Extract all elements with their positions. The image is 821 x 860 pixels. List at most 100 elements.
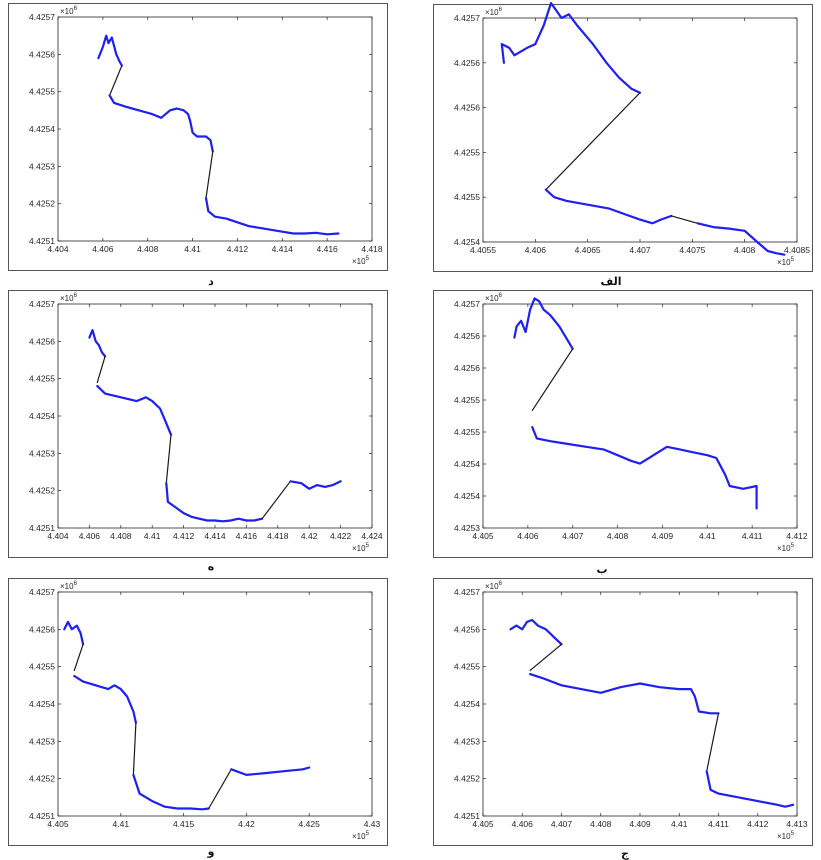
y-tick-label: 4.4254 (29, 124, 55, 134)
x-tick-label: 4.43 (364, 819, 381, 829)
x-tick-label: 4.407 (562, 531, 584, 541)
x-tick-label: 4.406 (517, 531, 539, 541)
y-tick-label: 4.4254 (29, 411, 55, 421)
x-tick-label: 4.418 (361, 244, 383, 254)
y-tick-label: 4.4254 (454, 237, 480, 247)
y-tick-label: 4.4255 (29, 374, 55, 384)
y-tick-label: 4.4257 (29, 587, 55, 597)
x-tick-label: 4.4075 (679, 245, 705, 255)
track-line (500, 1, 642, 94)
x-tick-label: 4.4085 (784, 245, 810, 255)
x-exponent-label: ×105 (352, 543, 370, 553)
x-tick-label: 4.404 (47, 531, 69, 541)
y-tick-label: 4.4252 (29, 774, 55, 784)
track-line (108, 94, 214, 153)
track-line (88, 328, 107, 358)
x-tick-label: 4.41 (113, 819, 130, 829)
y-tick-label: 4.4254 (454, 699, 480, 709)
x-tick-label: 4.425 (299, 819, 321, 829)
gap-line (96, 355, 106, 384)
track-line (289, 480, 342, 490)
chart-svg: 4.4055 4.406 4.4065 4.407 4.4075 4.408 4.4085 4… (433, 1, 813, 272)
caption-jim: ج (621, 848, 629, 860)
y-tick-label: 4.4257 (454, 299, 480, 309)
gap-line (670, 215, 699, 224)
track-line (96, 384, 173, 436)
y-tick-label: 4.4255 (454, 395, 480, 405)
x-tick-label: 4.412 (786, 531, 808, 541)
y-exponent-label: ×106 (485, 7, 503, 17)
track-line (705, 770, 795, 808)
y-exponent-label: ×106 (60, 293, 78, 303)
y-exponent-label: ×106 (60, 581, 78, 591)
gap-line (545, 92, 641, 191)
x-tick-label: 4.414 (272, 244, 294, 254)
y-exponent-label: ×106 (60, 6, 78, 16)
y-tick-label: 4.4253 (454, 523, 480, 533)
y-tick-label: 4.4254 (454, 459, 480, 469)
gap-line (165, 434, 172, 484)
caption-alef: الف (600, 276, 622, 288)
x-exponent-label: ×105 (352, 831, 370, 841)
chart-svg: 4.404 4.406 4.408 4.41 4.412 4.414 4.416 4.418 4… (8, 290, 388, 558)
x-exponent-label: ×105 (777, 543, 795, 553)
x-tick-label: 4.42 (301, 531, 318, 541)
y-tick-label: 4.4257 (454, 587, 480, 597)
x-tick-label: 4.42 (238, 819, 255, 829)
gap-line (73, 643, 84, 672)
x-tick-label: 4.41 (144, 531, 161, 541)
y-exponent-label: ×106 (485, 581, 503, 591)
chart-svg: 4.405 4.41 4.415 4.42 4.425 4.43 4.4251 4.4252 4… (8, 578, 388, 846)
x-tick-label: 4.404 (47, 244, 69, 254)
x-tick-label: 4.406 (79, 531, 101, 541)
y-tick-label: 4.4255 (29, 87, 55, 97)
gap-line (261, 480, 291, 520)
x-exponent-label: ×105 (352, 256, 370, 266)
y-tick-label: 4.4252 (29, 486, 55, 496)
x-tick-label: 4.416 (236, 531, 258, 541)
gap-line (208, 768, 232, 810)
caption-vav: و (207, 846, 215, 858)
y-tick-label: 4.4253 (454, 736, 480, 746)
y-tick-label: 4.4257 (29, 12, 55, 22)
y-tick-label: 4.4256 (454, 103, 480, 113)
y-tick-label: 4.4251 (29, 811, 55, 821)
x-tick-label: 4.411 (708, 819, 729, 829)
x-tick-label: 4.412 (747, 819, 769, 829)
x-tick-label: 4.409 (652, 531, 674, 541)
x-tick-label: 4.41 (184, 244, 201, 254)
gap-line (132, 722, 137, 776)
y-tick-label: 4.4256 (29, 336, 55, 346)
x-tick-label: 4.418 (267, 531, 289, 541)
x-tick-label: 4.408 (590, 819, 612, 829)
track-line (73, 674, 138, 724)
track-line (528, 672, 720, 715)
x-tick-label: 4.405 (47, 819, 69, 829)
x-tick-label: 4.408 (137, 244, 159, 254)
y-tick-label: 4.4251 (454, 811, 480, 821)
x-tick-label: 4.408 (110, 531, 132, 541)
gap-line (108, 64, 123, 97)
track-line (531, 426, 758, 510)
x-tick-label: 4.408 (734, 245, 756, 255)
x-tick-label: 4.411 (742, 531, 763, 541)
x-tick-label: 4.407 (629, 245, 651, 255)
x-tick-label: 4.413 (786, 819, 808, 829)
chart-svg: 4.405 4.406 4.407 4.408 4.409 4.41 4.411 4.412 4… (433, 578, 813, 846)
plot-area (57, 303, 373, 529)
x-exponent-label: ×105 (777, 831, 795, 841)
x-tick-label: 4.415 (173, 819, 195, 829)
x-tick-label: 4.405 (472, 819, 494, 829)
x-tick-label: 4.414 (204, 531, 226, 541)
gap-line (205, 150, 214, 199)
y-tick-label: 4.4256 (29, 624, 55, 634)
x-tick-label: 4.406 (92, 244, 114, 254)
x-tick-label: 4.41 (671, 819, 688, 829)
caption-be: ب (596, 564, 608, 576)
track-line (230, 766, 311, 776)
y-tick-label: 4.4253 (29, 448, 55, 458)
y-tick-label: 4.4256 (454, 331, 480, 341)
track-line (509, 618, 563, 646)
x-tick-label: 4.424 (361, 531, 383, 541)
x-tick-label: 4.405 (472, 531, 494, 541)
